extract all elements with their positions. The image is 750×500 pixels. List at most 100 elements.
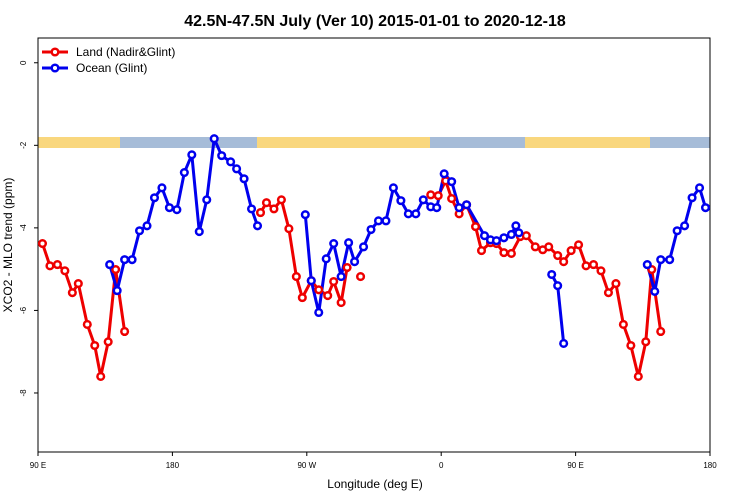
point [246, 204, 257, 214]
point [396, 196, 406, 206]
y-tick-label: 0 [19, 60, 28, 65]
point [656, 255, 666, 265]
point [672, 226, 682, 236]
point [96, 371, 106, 382]
legend-marker [50, 63, 60, 73]
point [202, 195, 212, 205]
point [73, 279, 83, 289]
point [439, 169, 449, 179]
point [694, 183, 705, 193]
point [411, 209, 421, 219]
point [45, 261, 55, 271]
series-line [41, 179, 663, 378]
land-ocean-strip [38, 137, 710, 148]
point [499, 248, 509, 258]
point [611, 279, 621, 289]
x-tick-label: 180 [703, 461, 717, 470]
point [194, 227, 204, 237]
point [559, 338, 569, 348]
point [217, 151, 227, 161]
point [665, 255, 675, 265]
plot-frame [37, 37, 711, 453]
point [581, 261, 591, 271]
point [381, 216, 391, 226]
point [149, 193, 160, 203]
point [323, 291, 333, 301]
point [226, 157, 236, 167]
point [642, 260, 652, 270]
y-tick-label: -2 [19, 141, 28, 149]
point [700, 203, 711, 213]
point [656, 326, 666, 337]
point [291, 272, 301, 282]
point [209, 134, 219, 144]
point [127, 255, 137, 265]
point [680, 221, 690, 231]
point [314, 307, 324, 318]
land-band [525, 137, 650, 148]
point [179, 168, 189, 178]
point [506, 248, 516, 259]
point [111, 265, 121, 275]
y-tick-label: -6 [19, 306, 28, 314]
point [120, 255, 130, 265]
point [329, 276, 339, 287]
point [633, 371, 643, 382]
point [641, 337, 651, 347]
point [454, 203, 464, 213]
point [314, 285, 324, 295]
x-tick-label: 90 E [30, 461, 46, 470]
point [373, 216, 384, 226]
point [134, 226, 145, 236]
series-line [108, 137, 707, 344]
y-tick-label: -8 [19, 389, 28, 397]
land-band [38, 137, 120, 148]
point [388, 183, 398, 193]
x-tick-label: 180 [166, 461, 180, 470]
point [336, 298, 346, 308]
point [255, 208, 266, 218]
point [358, 242, 369, 252]
legend-label: Ocean (Glint) [76, 61, 147, 75]
ocean-band [120, 137, 257, 148]
point [82, 319, 92, 330]
ocean-band [430, 137, 525, 148]
x-tick-label: 90 E [567, 461, 583, 470]
point [306, 276, 316, 286]
point [603, 288, 614, 298]
y-tick-label: -4 [19, 224, 28, 232]
point [321, 254, 331, 264]
point [553, 281, 563, 291]
x-tick-label: 90 W [297, 461, 316, 470]
point [596, 266, 606, 276]
point [164, 203, 174, 213]
point [462, 200, 472, 210]
point [142, 221, 152, 231]
land-band [257, 137, 430, 148]
point [499, 233, 509, 243]
point [506, 229, 516, 240]
point [342, 262, 352, 273]
point [470, 222, 481, 232]
point [103, 337, 113, 347]
point [105, 260, 115, 270]
point [574, 240, 584, 250]
point [261, 198, 272, 208]
ocean-band [650, 137, 710, 148]
point [626, 340, 636, 351]
point [239, 174, 249, 184]
point [521, 231, 531, 241]
point [232, 164, 242, 174]
point [120, 326, 130, 337]
point [269, 204, 279, 214]
legend-label: Land (Nadir&Glint) [76, 45, 175, 59]
point [650, 286, 660, 296]
point [426, 190, 436, 200]
point [60, 266, 70, 276]
point [588, 260, 599, 270]
x-axis-label: Longitude (deg E) [327, 477, 422, 491]
x-tick-label: 0 [439, 461, 444, 470]
point [90, 340, 100, 351]
